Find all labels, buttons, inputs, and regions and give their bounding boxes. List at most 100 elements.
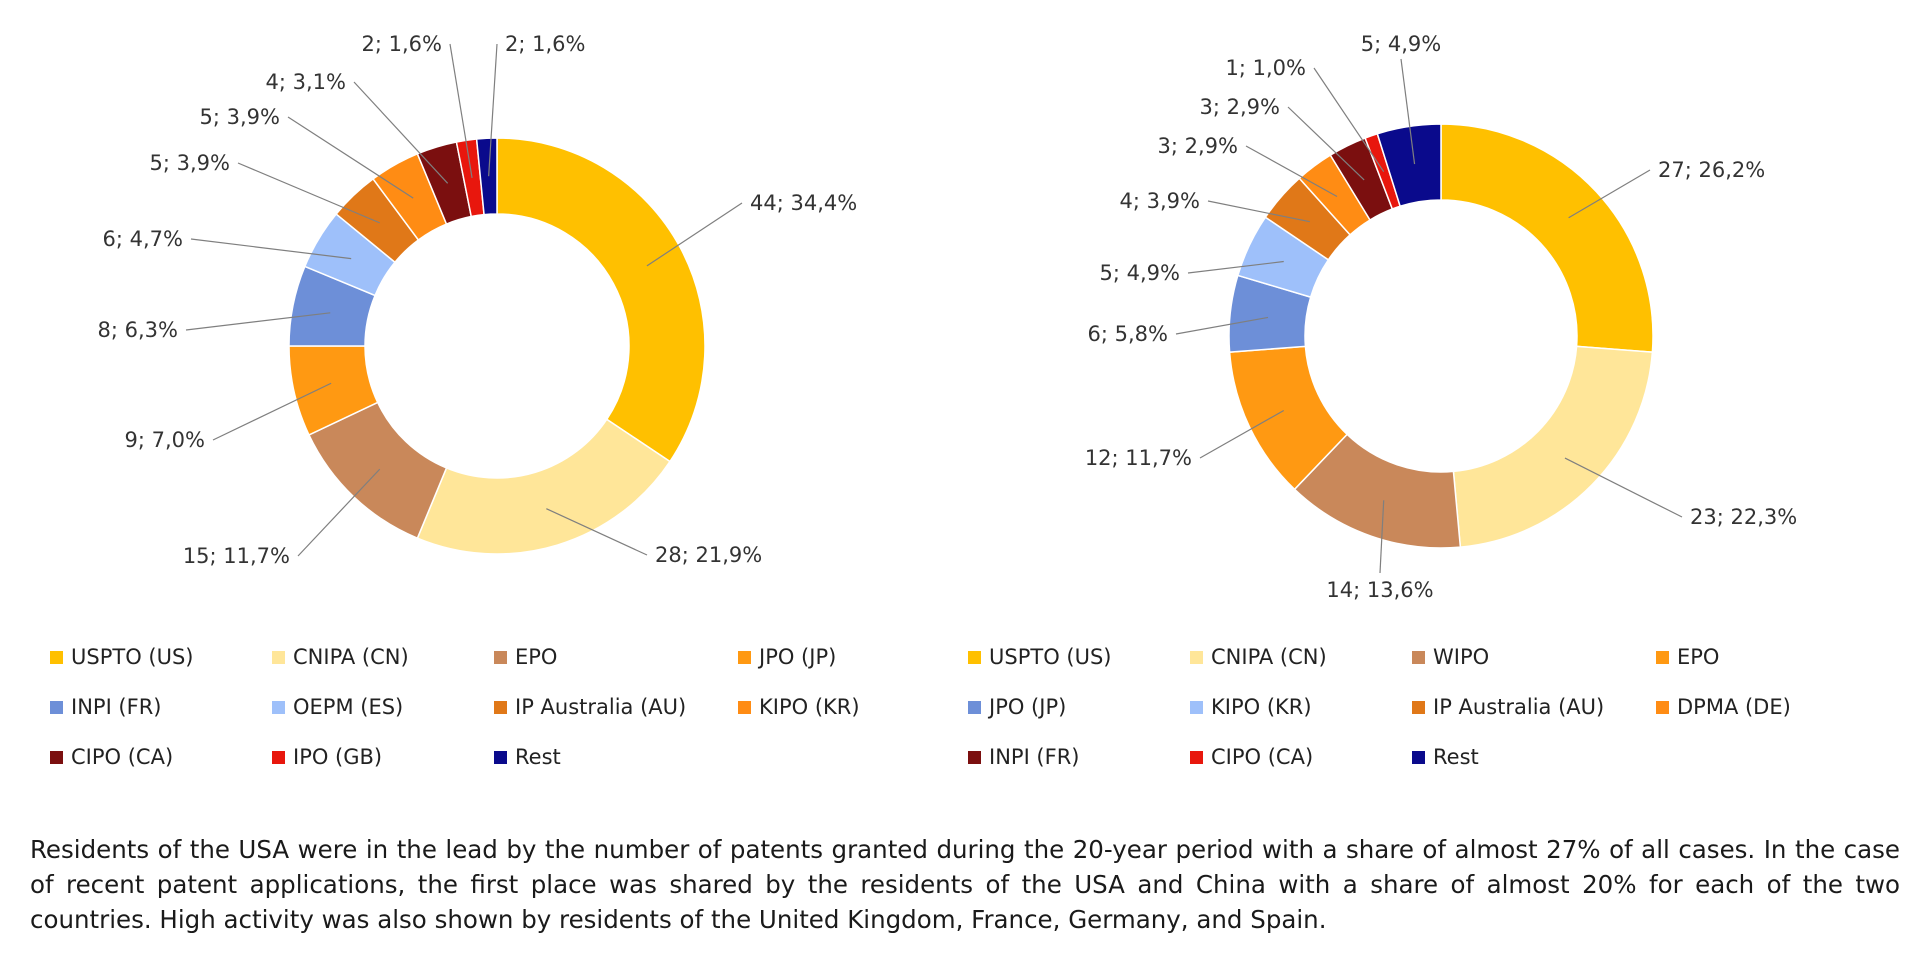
leader-line — [546, 508, 648, 556]
legend-item: EPO — [494, 641, 738, 673]
legend-item: WIPO — [1412, 641, 1656, 673]
legend-swatch — [968, 750, 981, 764]
donut-slice — [1452, 345, 1654, 548]
legend-label: INPI (FR) — [989, 745, 1080, 769]
legend-item: USPTO (US) — [50, 641, 272, 673]
legend-item: INPI (FR) — [968, 741, 1190, 773]
legend-label: IPO (GB) — [293, 745, 383, 769]
donut-slice — [1440, 123, 1654, 353]
leader-line — [1379, 500, 1385, 574]
legend-swatch — [1190, 750, 1203, 764]
legend-label: USPTO (US) — [71, 645, 194, 669]
legend-item: IP Australia (AU) — [1412, 691, 1656, 723]
legend-label: CIPO (CA) — [71, 745, 174, 769]
data-label: 3; 2,9% — [1200, 95, 1280, 119]
legend-swatch — [272, 700, 285, 714]
legend-swatch — [494, 750, 507, 764]
data-label: 1; 1,0% — [1226, 56, 1306, 80]
data-label: 12; 11,7% — [1085, 446, 1192, 470]
leader-line — [488, 43, 498, 177]
leader-line — [449, 43, 473, 178]
legend-item: Rest — [494, 741, 738, 773]
data-label: 5; 3,9% — [200, 105, 280, 129]
data-label: 9; 7,0% — [125, 428, 205, 452]
legend-item: USPTO (US) — [968, 641, 1190, 673]
data-label: 15; 11,7% — [183, 544, 290, 568]
leader-line — [1207, 200, 1310, 223]
legend-swatch — [494, 700, 507, 714]
legend-label: Rest — [1433, 745, 1479, 769]
caption-text: Residents of the USA were in the lead by… — [30, 835, 1900, 934]
leader-line — [1568, 169, 1651, 219]
donut-slice — [475, 137, 498, 216]
leader-line — [646, 202, 743, 267]
leader-line — [237, 162, 381, 224]
legend-item: INPI (FR) — [50, 691, 272, 723]
legend-swatch — [272, 750, 285, 764]
legend-swatch — [1190, 700, 1203, 714]
donut-chart-right: 27; 26,2% 23; 22,3% 14; 13,6% 12; 11,7% 6; 5… — [1085, 32, 1797, 602]
legend-item: KIPO (KR) — [1190, 691, 1412, 723]
legend-item: DPMA (DE) — [1656, 691, 1900, 723]
legend-label: CNIPA (CN) — [293, 645, 409, 669]
legend-item: JPO (JP) — [738, 641, 982, 673]
legend-swatch — [1190, 650, 1203, 664]
legend-item: CIPO (CA) — [1190, 741, 1412, 773]
data-label: 14; 13,6% — [1326, 578, 1433, 602]
leader-line — [1199, 409, 1285, 459]
legend-label: OEPM (ES) — [293, 695, 404, 719]
legend-label: CNIPA (CN) — [1211, 645, 1327, 669]
legend-item: IP Australia (AU) — [494, 691, 738, 723]
data-label: 6; 4,7% — [103, 227, 183, 251]
legend-swatch — [1412, 700, 1425, 714]
legend-left: USPTO (US) CNIPA (CN) EPO JPO (JP) INPI (FR)… — [50, 641, 982, 773]
legend-swatch — [738, 650, 751, 664]
legend-label: EPO — [515, 645, 558, 669]
donut-chart-left: 44; 34,4% 28; 21,9% 15; 11,7% 9; 7,0% 8; 6,3… — [98, 32, 858, 568]
legend-swatch — [968, 700, 981, 714]
legend-item: EPO — [1656, 641, 1900, 673]
leader-line — [1175, 316, 1269, 335]
legend-swatch — [1656, 700, 1669, 714]
leader-line — [190, 238, 352, 260]
legend-swatch — [1656, 650, 1669, 664]
data-label: 5; 4,9% — [1100, 261, 1180, 285]
legend-label: IP Australia (AU) — [515, 695, 687, 719]
leader-line — [1187, 260, 1284, 274]
legend-label: CIPO (CA) — [1211, 745, 1314, 769]
legend-swatch — [968, 650, 981, 664]
legend-label: EPO — [1677, 645, 1720, 669]
legend-item: CIPO (CA) — [50, 741, 272, 773]
leader-line — [1313, 67, 1385, 173]
legend-right: USPTO (US) CNIPA (CN) WIPO EPO JPO (JP) KIPO … — [968, 641, 1900, 773]
data-label: 8; 6,3% — [98, 318, 178, 342]
legend-label: KIPO (KR) — [1211, 695, 1312, 719]
data-label: 2; 1,6% — [505, 32, 585, 56]
legend-swatch — [1412, 650, 1425, 664]
legend-item: IPO (GB) — [272, 741, 494, 773]
legend-label: WIPO — [1433, 645, 1490, 669]
leader-line — [1400, 58, 1416, 165]
leader-line — [287, 116, 414, 199]
legend-swatch — [1412, 750, 1425, 764]
donut-slice — [496, 137, 706, 463]
legend-label: USPTO (US) — [989, 645, 1112, 669]
leader-line — [1245, 145, 1338, 198]
legend-swatch — [50, 700, 63, 714]
legend-swatch — [50, 750, 63, 764]
legend-label: JPO (JP) — [759, 645, 837, 669]
legend-label: KIPO (KR) — [759, 695, 860, 719]
legend-item: OEPM (ES) — [272, 691, 494, 723]
legend-swatch — [272, 650, 285, 664]
data-label: 5; 3,9% — [150, 151, 230, 175]
data-label: 6; 5,8% — [1088, 322, 1168, 346]
legend-item: Rest — [1412, 741, 1656, 773]
data-label: 44; 34,4% — [750, 191, 857, 215]
legend-swatch — [50, 650, 63, 664]
data-label: 23; 22,3% — [1690, 505, 1797, 529]
legend-label: INPI (FR) — [71, 695, 162, 719]
donut-slice — [416, 418, 671, 555]
leader-line — [1287, 106, 1365, 181]
leader-line — [1564, 457, 1683, 518]
leader-line — [185, 312, 331, 331]
